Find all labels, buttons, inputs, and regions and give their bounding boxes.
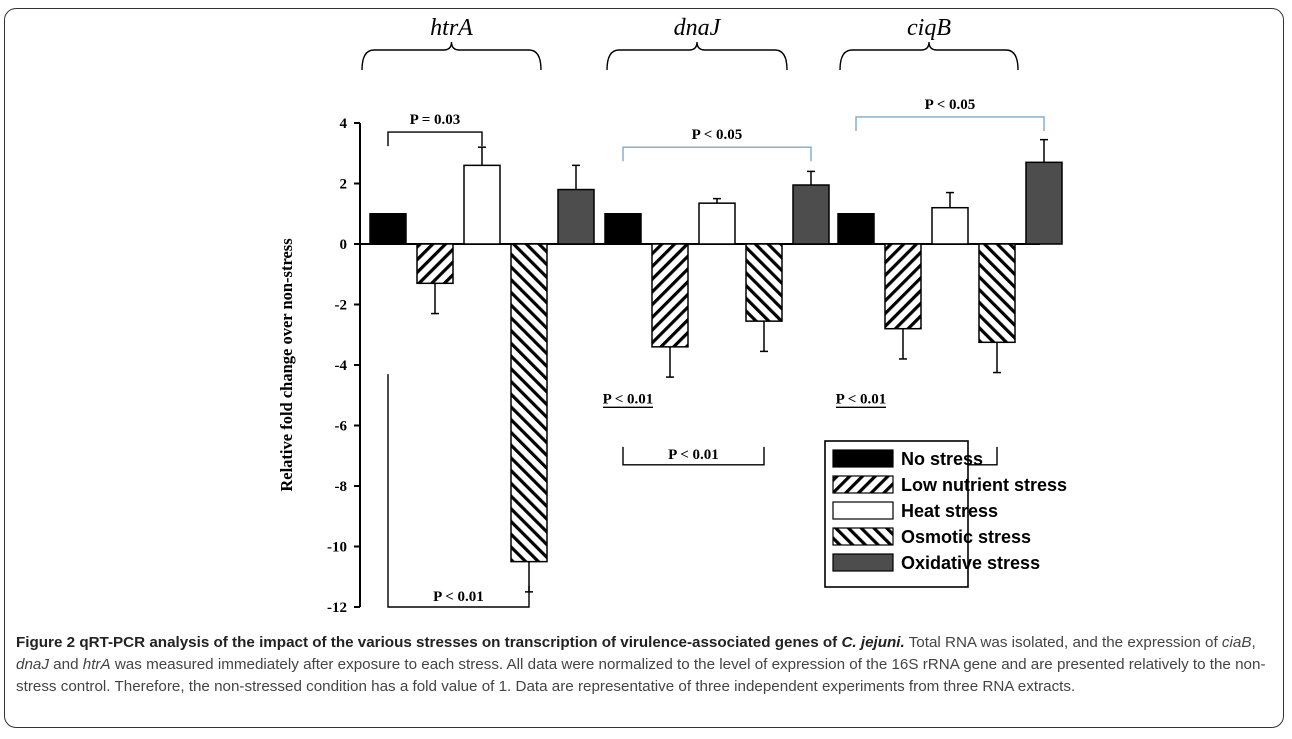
legend-label-low-nutrient-stress: Low nutrient stress: [901, 475, 1067, 495]
bar-dnaj-no-stress: [604, 213, 642, 245]
bar-htra-heat-stress: [463, 164, 501, 245]
category-brace-ciqb: [839, 41, 1019, 71]
caption-label: Figure 2: [16, 634, 76, 651]
bar-htra-oxidative-stress: [557, 188, 595, 245]
axes: 4 2 0 -2 -4 -6 -8 -10 -12 Relative fold change ov…: [277, 116, 1040, 616]
y-tick-label: -8: [335, 479, 348, 495]
bar-htra-no-stress: [369, 213, 407, 245]
bar-dnaj-heat-stress: [698, 202, 736, 245]
bar-htra-osmotic-stress: [510, 243, 548, 563]
category-label-dnaj: dnaJ: [674, 15, 722, 41]
significance-label-2: P < 0.05: [692, 127, 743, 143]
bars: [369, 161, 1063, 563]
y-tick-label: 2: [340, 177, 348, 193]
significance-bracket-4: [622, 446, 765, 466]
y-tick-label: -6: [335, 419, 348, 435]
y-tick-label: 4: [340, 116, 348, 132]
bar-ciqb-heat-stress: [931, 206, 969, 245]
caption-sep-1: ,: [1251, 634, 1256, 651]
category-label-ciqb: ciqB: [907, 15, 951, 41]
category-brace-dnaj: [606, 41, 788, 71]
bar-htra-low-nutrient-stress: [416, 243, 454, 285]
legend-label-osmotic-stress: Osmotic stress: [901, 527, 1031, 547]
significance-label-5: P < 0.05: [925, 97, 976, 113]
legend-swatch-osmotic-stress: [832, 527, 894, 546]
bar-chart: 4 2 0 -2 -4 -6 -8 -10 -12 Relative fold change ov…: [277, 15, 1067, 616]
legend-swatch-heat-stress: [832, 501, 894, 520]
caption-gene-htra: htrA: [82, 656, 111, 673]
significance-bracket-5: [855, 116, 1045, 131]
bar-ciqb-no-stress: [837, 213, 875, 245]
caption-gene-ciab: ciaB: [1221, 634, 1252, 651]
y-axis-label: Relative fold change over non-stress: [277, 238, 296, 492]
y-tick-label: -4: [335, 358, 348, 374]
bar-ciqb-osmotic-stress: [978, 243, 1016, 344]
bar-ciqb-low-nutrient-stress: [884, 243, 922, 330]
caption-organism: C. jejuni.: [841, 634, 905, 651]
legend-swatch-low-nutrient-stress: [832, 475, 894, 494]
figure-frame: [4, 8, 1284, 728]
y-tick-label: 0: [340, 237, 348, 253]
y-tick-label: -2: [335, 298, 348, 314]
category-labels: htrA dnaJ ciqB: [361, 15, 1019, 71]
caption-title: qRT-PCR analysis of the impact of the va…: [79, 634, 838, 651]
caption-text-1: Total RNA was isolated, and the expressi…: [908, 634, 1218, 651]
significance-label-3: P < 0.01: [603, 391, 654, 407]
significance-bracket-1: [387, 374, 530, 608]
figure-caption: Figure 2 qRT-PCR analysis of the impact …: [16, 632, 1274, 698]
category-label-htra: htrA: [430, 15, 473, 41]
legend-label-no-stress: No stress: [901, 449, 983, 469]
significance-label-1: P < 0.01: [433, 589, 484, 605]
significance-bracket-2: [622, 146, 812, 162]
significance-label-0: P = 0.03: [410, 112, 461, 128]
caption-sep-2: and: [53, 656, 79, 673]
category-brace-htra: [361, 41, 542, 71]
bar-dnaj-osmotic-stress: [745, 243, 783, 322]
legend-label-oxidative-stress: Oxidative stress: [901, 553, 1040, 573]
significance-label-6: P < 0.01: [836, 391, 887, 407]
y-tick-label: -12: [327, 600, 347, 616]
y-tick-label: -10: [327, 540, 347, 556]
bar-dnaj-oxidative-stress: [792, 184, 830, 245]
bar-ciqb-oxidative-stress: [1025, 161, 1063, 245]
legend-swatch-no-stress: [832, 449, 894, 468]
significance-bracket-0: [387, 131, 483, 147]
caption-text-2: was measured immediately after exposure …: [16, 656, 1266, 695]
caption-gene-dnaj: dnaJ: [16, 656, 49, 673]
legend-swatch-oxidative-stress: [832, 553, 894, 572]
legend: No stress Low nutrient stress Heat stress O…: [824, 440, 1067, 588]
bar-dnaj-low-nutrient-stress: [651, 243, 689, 348]
significance-label-4: P < 0.01: [668, 447, 719, 463]
legend-label-heat-stress: Heat stress: [901, 501, 998, 521]
